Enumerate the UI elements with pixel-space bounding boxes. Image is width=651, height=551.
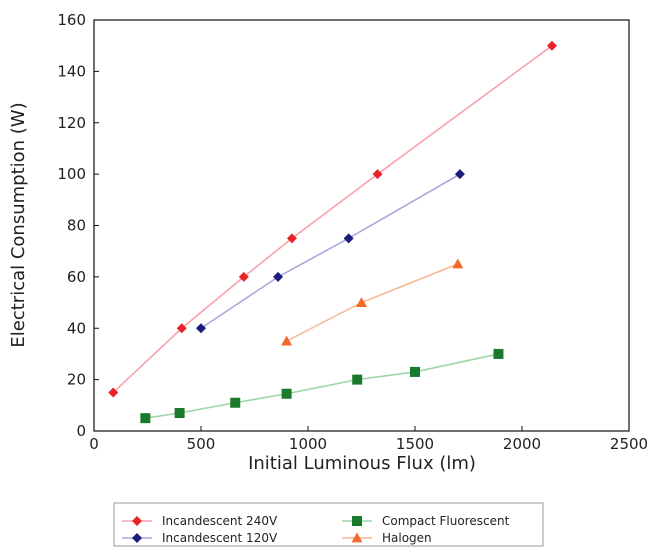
series-halogen: [281, 258, 464, 346]
series-incandescent-120v: [196, 169, 465, 334]
data-point-compact-fluorescent: [352, 374, 363, 385]
data-point-halogen: [356, 297, 367, 307]
data-point-halogen: [281, 335, 293, 346]
data-point-incandescent-240v: [372, 169, 383, 180]
legend-marker: [351, 532, 363, 543]
data-point-halogen: [452, 258, 464, 269]
data-point-compact-fluorescent: [174, 408, 185, 419]
legend-item-incandescent-240v: Incandescent 240V: [122, 514, 278, 528]
x-axis-label: Initial Luminous Flux (lm): [248, 453, 476, 474]
x-tick-label: 2500: [610, 435, 648, 453]
plot-frame: [93, 19, 630, 432]
legend-item-compact-fluorescent: Compact Fluorescent: [342, 514, 510, 528]
legend-item-incandescent-120v: Incandescent 120V: [122, 531, 278, 545]
data-point-incandescent-240v: [176, 323, 187, 334]
y-tick-label: 160: [57, 11, 86, 29]
plot-area: [108, 40, 557, 424]
series-line-incandescent-120v: [200, 173, 461, 329]
data-point-incandescent-240v: [286, 233, 297, 244]
x-tick-label: 1500: [396, 435, 434, 453]
x-tick-label: 2000: [503, 435, 541, 453]
legend-label: Incandescent 120V: [162, 531, 278, 545]
series-line-halogen: [286, 263, 459, 342]
legend-marker: [132, 533, 142, 543]
axes: 0 500 1000 1500 2000 2500 0 20 40 60 80 100 120 140 16…: [57, 11, 648, 453]
series-incandescent-240v: [108, 40, 557, 398]
y-tick-label: 100: [57, 165, 86, 183]
series-line-compact-fluorescent: [145, 353, 499, 419]
series-line-incandescent-240v: [112, 45, 553, 394]
x-tick-label: 1000: [289, 435, 327, 453]
data-point-incandescent-120v: [196, 323, 206, 334]
data-point-incandescent-240v: [108, 387, 119, 398]
legend-item-halogen: Halogen: [342, 531, 432, 545]
data-point-compact-fluorescent: [281, 388, 292, 399]
legend-label: Incandescent 240V: [162, 514, 278, 528]
data-point-incandescent-240v: [238, 271, 249, 282]
y-axis-label: Electrical Consumption (W): [8, 102, 29, 347]
y-tick-label: 60: [67, 268, 86, 286]
y-tick-label: 40: [67, 319, 86, 337]
y-tick-label: 0: [76, 422, 86, 440]
data-point-compact-fluorescent: [410, 366, 420, 377]
data-point-incandescent-120v: [454, 169, 465, 180]
data-point-compact-fluorescent: [230, 397, 241, 408]
data-point-incandescent-120v: [273, 271, 284, 282]
x-tick-label: 0: [89, 435, 99, 453]
data-point-compact-fluorescent: [493, 348, 504, 359]
x-tick-label: 500: [187, 435, 216, 453]
data-point-incandescent-240v: [546, 40, 557, 51]
data-point-compact-fluorescent: [140, 413, 151, 424]
legend-marker: [352, 516, 362, 526]
legend-label: Halogen: [382, 531, 432, 545]
y-tick-label: 140: [57, 62, 86, 80]
data-point-incandescent-120v: [343, 233, 354, 244]
y-tick-label: 80: [67, 217, 86, 235]
legend-box: [113, 502, 544, 547]
legend-label: Compact Fluorescent: [382, 514, 510, 528]
series-compact-fluorescent: [140, 348, 504, 424]
legend: Incandescent 240V Compact Fluorescent Inca…: [113, 502, 544, 547]
y-tick-label: 120: [57, 114, 86, 132]
y-tick-label: 20: [67, 371, 86, 389]
legend-marker: [132, 516, 142, 526]
